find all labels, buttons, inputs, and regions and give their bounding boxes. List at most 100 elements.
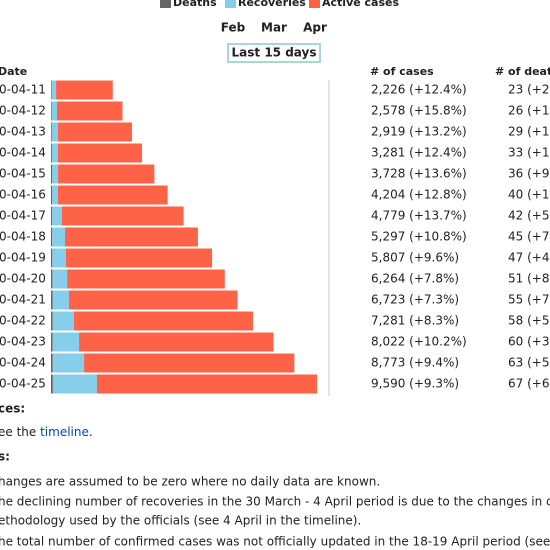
date-label: 0-04-13 (0, 125, 46, 139)
date-label: 0-04-17 (0, 209, 46, 223)
cases-label: 5,807 (+9.6%) (371, 251, 459, 265)
date-label: 0-04-11 (0, 83, 46, 97)
date-label: 0-04-20 (0, 272, 46, 286)
deaths-label: 51 (+8.5%) (508, 272, 550, 286)
range-button[interactable]: Last 15 days (232, 46, 317, 60)
date-header: Date (0, 65, 27, 78)
bar-segment (51, 374, 53, 394)
cases-label: 6,264 (+7.8%) (371, 272, 459, 286)
cases-label: 7,281 (+8.3%) (371, 314, 459, 328)
bar-segment (52, 269, 68, 289)
date-label: 0-04-14 (0, 146, 46, 160)
bar-segment (52, 227, 66, 247)
bar-segment (51, 332, 53, 352)
month-link[interactable]: Feb (221, 21, 246, 35)
date-label: 0-04-18 (0, 230, 46, 244)
bar-segment (51, 101, 52, 121)
bar-segment (79, 332, 274, 352)
cases-header: # of cases (370, 65, 434, 78)
bar-segment (52, 185, 58, 205)
legend-label: Deaths (173, 0, 217, 9)
date-label: 0-04-24 (0, 356, 46, 370)
bar-segment (67, 269, 225, 289)
deaths-label: 45 (+7.1%) (508, 230, 550, 244)
bar-segment (51, 290, 53, 310)
month-link[interactable]: Mar (261, 21, 287, 35)
deaths-label: 63 (+5%) (508, 356, 550, 370)
bar-segment (52, 332, 80, 352)
cases-label: 5,297 (+10.8%) (371, 230, 467, 244)
deaths-label: 58 (+5.5%) (508, 314, 550, 328)
bar-segment (51, 80, 52, 100)
date-label: 0-04-25 (0, 377, 46, 391)
bar-segment (51, 80, 57, 100)
cases-label: 2,226 (+12.4%) (371, 83, 467, 97)
deaths-label: 40 (+11.1%) (508, 188, 550, 202)
bar-segment (58, 143, 143, 163)
deaths-label: 23 (+21%) (508, 83, 550, 97)
bar-segment (96, 374, 318, 394)
bar-segment (52, 248, 66, 268)
cases-label: 8,773 (+9.4%) (371, 356, 459, 370)
bar-segment (68, 290, 238, 310)
bar-segment (51, 143, 52, 163)
cases-label: 4,204 (+12.8%) (371, 188, 467, 202)
date-label: 0-04-12 (0, 104, 46, 118)
deaths-label: 42 (+5%) (508, 209, 550, 223)
bar-segment (51, 248, 53, 268)
legend-swatch (160, 0, 171, 8)
bar-segment (51, 185, 53, 205)
cases-label: 2,578 (+15.8%) (371, 104, 467, 118)
bar-segment (73, 311, 253, 331)
bar-segment (56, 101, 123, 121)
bar-segment (51, 143, 59, 163)
cases-label: 3,728 (+13.6%) (371, 167, 467, 181)
bar-segment (65, 227, 198, 247)
bar-segment (52, 311, 74, 331)
bar-segment (51, 269, 53, 289)
deaths-label: 36 (+9.1%) (508, 167, 550, 181)
cases-label: 2,919 (+13.2%) (371, 125, 467, 139)
cases-label: 3,281 (+12.4%) (371, 146, 467, 160)
bar-segment (52, 290, 69, 310)
legend-swatch (309, 0, 320, 8)
bar-segment (58, 164, 155, 184)
bar-segment (61, 206, 184, 226)
note-line: ethodology used by the officials (see 4 … (0, 514, 361, 528)
sources-text: ee the timeline. (0, 425, 93, 439)
button-frame[interactable] (227, 43, 321, 63)
bar-segment (84, 353, 295, 373)
deaths-label: 33 (+13.8%) (508, 146, 550, 160)
legend-label: Active cases (322, 0, 399, 9)
sources-heading: ces: (0, 402, 25, 416)
deaths-label: 47 (+4.4%) (508, 251, 550, 265)
bar-segment (51, 353, 53, 373)
bar-segment (51, 227, 53, 247)
deaths-label: 29 (+11.5%) (508, 125, 550, 139)
bar-segment (57, 122, 132, 142)
date-label: 0-04-19 (0, 251, 46, 265)
cases-label: 4,779 (+13.7%) (371, 209, 467, 223)
date-label: 0-04-21 (0, 293, 46, 307)
cases-label: 9,590 (+9.3%) (371, 377, 459, 391)
deaths-header: # of deaths (495, 65, 550, 78)
cases-label: 8,022 (+10.2%) (371, 335, 467, 349)
bar-segment (56, 80, 113, 100)
timeline-link[interactable]: timeline (40, 425, 89, 439)
bar-segment (51, 101, 57, 121)
bar-segment (51, 311, 53, 331)
bar-segment (51, 122, 52, 142)
bar-segment (52, 353, 85, 373)
bar-segment (51, 206, 53, 226)
month-link[interactable]: Apr (303, 21, 327, 35)
deaths-label: 26 (+13%) (508, 104, 550, 118)
bar-segment (52, 374, 97, 394)
cases-label: 6,723 (+7.3%) (371, 293, 459, 307)
bar-segment (51, 164, 52, 184)
note-line: he total number of confirmed cases was n… (0, 535, 550, 549)
note-line: hanges are assumed to be zero where no d… (0, 475, 380, 489)
bar-segment (57, 185, 168, 205)
notes-heading: s: (0, 450, 10, 464)
